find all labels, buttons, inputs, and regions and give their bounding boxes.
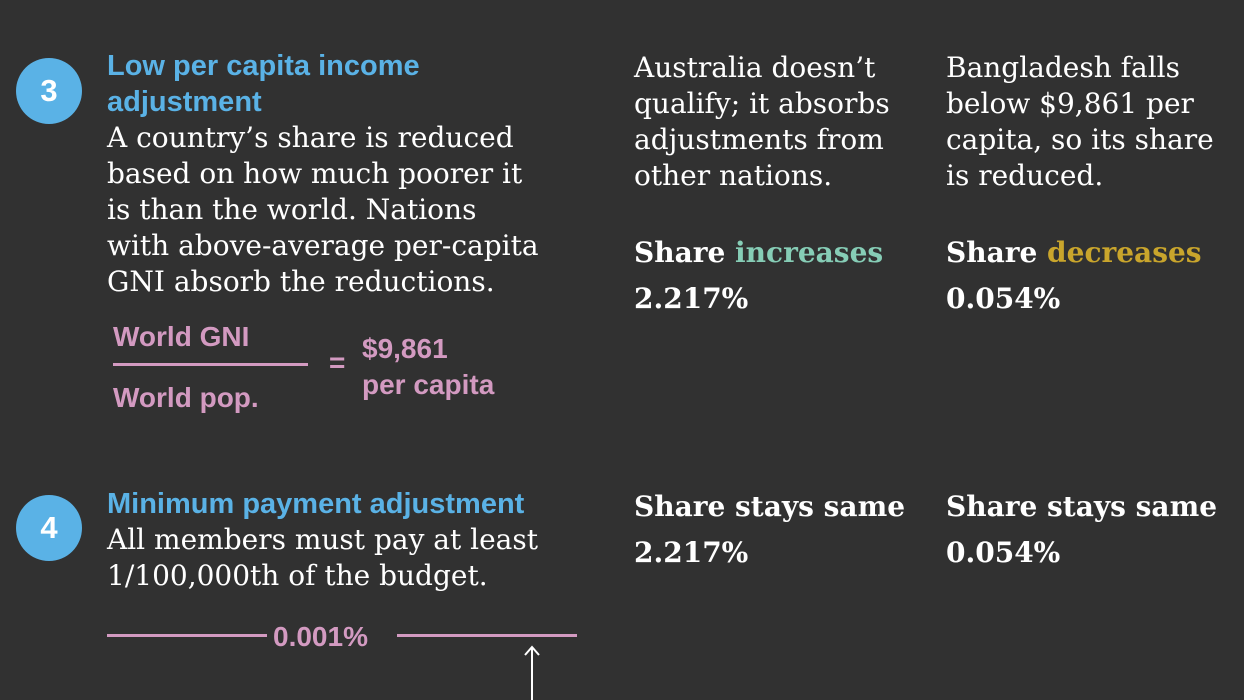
australia-step-4-share-value: 2.217% [634, 536, 749, 569]
step-3-title: Low per capita income adjustment [107, 50, 420, 118]
bangladesh-step-3-share-value: 0.054% [946, 282, 1061, 315]
step-3-description: A country’s share is reduced based on ho… [107, 121, 539, 298]
share-increases-word: increases [735, 236, 884, 269]
australia-step-3-share-label: Share increases [634, 235, 883, 271]
threshold-label: 0.001% [273, 621, 368, 652]
threshold-line-right [397, 634, 577, 637]
share-prefix: Share [634, 236, 736, 269]
share-decreases-word: decreases [1047, 236, 1202, 269]
formula-denominator: World pop. [113, 382, 259, 413]
australia-step-3-share-value: 2.217% [634, 282, 749, 315]
bangladesh-step-4-share-label: Share stays same [946, 490, 1218, 523]
bangladesh-step-3-share-label: Share decreases [946, 235, 1202, 271]
formula-result-unit: per capita [362, 369, 495, 400]
share-prefix: Share [946, 236, 1048, 269]
formula-equals-sign: = [329, 347, 346, 378]
bangladesh-step-3-note: Bangladesh falls below $9,861 per capita… [946, 51, 1214, 192]
step-4-description: All members must pay at least 1/100,000t… [107, 523, 538, 592]
step-4-badge: 4 [16, 495, 82, 561]
formula-numerator: World GNI [113, 321, 250, 352]
bangladesh-step-4-share-value: 0.054% [946, 536, 1061, 569]
australia-step-3-note: Australia doesn’t qualify; it absorbs ad… [634, 51, 890, 192]
threshold-line-left [107, 634, 267, 637]
step-3-badge: 3 [16, 58, 82, 124]
formula-result-value: $9,861 [362, 333, 448, 364]
formula-fraction-bar [113, 363, 308, 366]
australia-step-4-share-label: Share stays same [634, 490, 906, 523]
arrow-up-icon [524, 645, 540, 700]
step-4-title: Minimum payment adjustment [107, 488, 525, 520]
